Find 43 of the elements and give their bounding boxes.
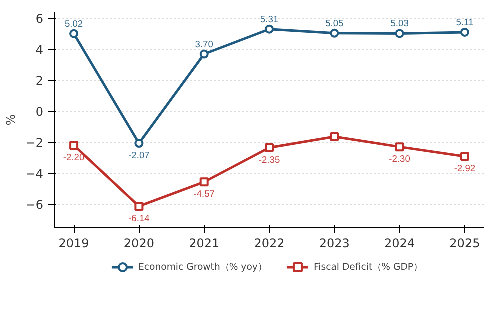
data-label: 5.03 — [390, 18, 409, 29]
y-tick-label: 0 — [36, 104, 44, 119]
x-tick-label: 2021 — [189, 236, 220, 250]
y-tick-label: 2 — [36, 74, 44, 88]
data-label: -4.57 — [194, 189, 215, 200]
x-tick-label: 2024 — [384, 236, 416, 250]
data-label: 3.70 — [195, 39, 214, 50]
x-tick-label: 2025 — [450, 236, 480, 250]
y-tick-label: −6 — [26, 198, 44, 212]
data-label: 5.11 — [456, 17, 474, 28]
x-tick-label: 2019 — [58, 236, 90, 250]
point — [460, 28, 470, 37]
data-label: 5.02 — [64, 18, 84, 29]
data-label: 5.05 — [326, 18, 344, 28]
y-tick-label: 6 — [36, 12, 44, 26]
y-tick-label: −2 — [26, 136, 44, 150]
y-axis-title: % — [4, 114, 18, 126]
point — [200, 178, 209, 187]
legend-label: Economic Growth（% yoy） — [138, 260, 267, 274]
point — [200, 50, 209, 59]
point — [265, 143, 274, 152]
x-tick-label: 2023 — [319, 236, 350, 250]
x-tick-label: 2020 — [124, 236, 154, 250]
point — [134, 202, 144, 211]
data-label: -2.30 — [389, 154, 410, 164]
data-label: 5.31 — [260, 14, 279, 24]
point — [70, 141, 79, 150]
y-tick-label: 4 — [36, 43, 44, 58]
data-label: -6.14 — [128, 213, 150, 224]
point — [265, 24, 274, 34]
y-tick-label: −4 — [26, 166, 44, 181]
point — [134, 139, 144, 148]
data-label: -2.35 — [258, 154, 280, 165]
point — [70, 29, 79, 38]
point — [330, 132, 340, 142]
data-label: -2.92 — [454, 164, 476, 174]
point — [330, 28, 340, 38]
data-label: -2.07 — [128, 150, 150, 161]
legend-label: Fiscal Deficit（% GDP） — [314, 260, 423, 274]
point — [395, 142, 404, 152]
x-tick-label: 2022 — [254, 236, 285, 250]
point — [460, 152, 470, 162]
point — [395, 29, 404, 38]
